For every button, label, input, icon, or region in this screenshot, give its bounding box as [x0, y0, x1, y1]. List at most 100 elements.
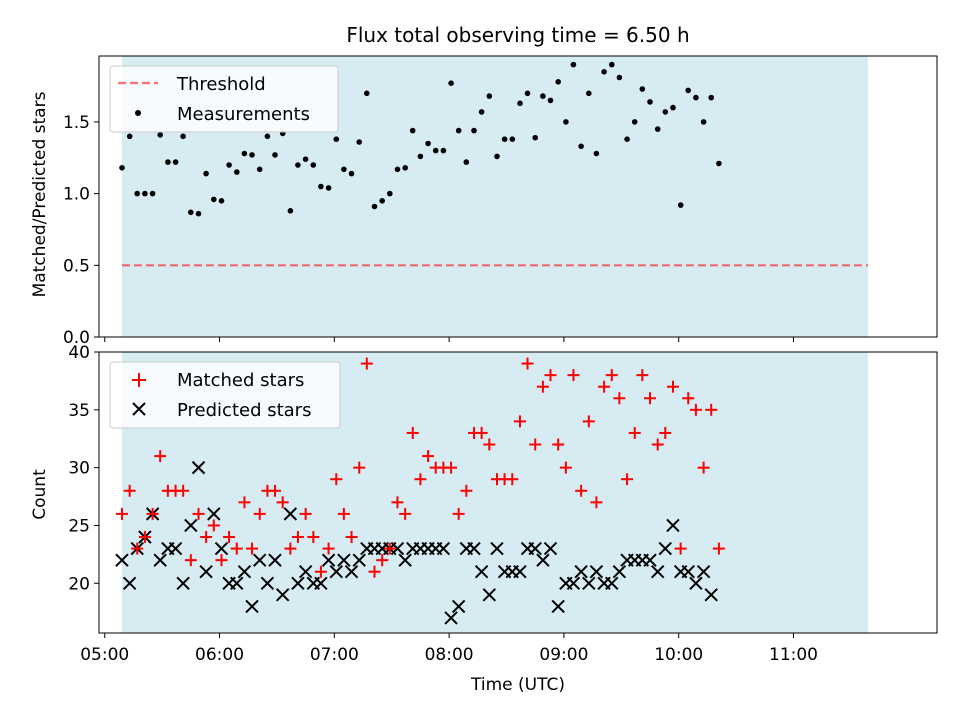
ratio-legend: Threshold Measurements: [109, 65, 339, 133]
matched-star-marker: [544, 369, 557, 382]
predicted-star-marker: [245, 599, 259, 614]
time-x-tick-label: 07:00: [310, 645, 359, 665]
measurement-point: [348, 170, 355, 177]
measurement-point: [586, 90, 592, 97]
measurements-legend-label: Measurements: [177, 104, 310, 125]
figure-title: Flux total observing time = 6.50 h: [346, 23, 689, 47]
matched-star-marker: [322, 542, 335, 555]
predicted-star-marker: [543, 541, 558, 556]
predicted-star-marker: [566, 576, 581, 590]
measurement-point: [402, 165, 409, 171]
matched-star-marker: [146, 507, 159, 520]
count-y-tick-label: 25: [68, 516, 90, 536]
predicted-star-marker: [176, 576, 190, 590]
measurement-point: [241, 150, 248, 157]
matched-star-markers: [115, 357, 725, 578]
measurement-point: [126, 133, 133, 140]
matched-star-marker: [666, 380, 679, 393]
measurement-point: [631, 119, 638, 125]
matched-star-marker: [475, 426, 488, 439]
measurement-point: [249, 152, 255, 158]
predicted-star-markers: [115, 460, 718, 625]
matched-star-marker: [552, 438, 565, 451]
measurement-point: [364, 90, 370, 97]
matched-star-marker: [391, 496, 404, 509]
measurement-point: [211, 196, 217, 203]
measurement-point: [234, 169, 240, 175]
measurement-point: [180, 133, 186, 140]
time-x-tick-label: 11:00: [769, 645, 818, 665]
measurement-point: [639, 86, 646, 92]
measurement-point: [693, 94, 699, 101]
matched-star-marker: [422, 450, 435, 463]
threshold-legend-label: Threshold: [176, 74, 266, 95]
measurement-point: [325, 185, 332, 191]
measurement-point: [486, 93, 493, 99]
measurement-point: [287, 208, 294, 214]
measurement-point: [654, 126, 661, 132]
measurement-point: [302, 156, 309, 162]
ratio-y-label: Matched/Predicted stars: [30, 91, 50, 297]
measurement-point: [494, 153, 500, 160]
matched-star-marker: [674, 542, 687, 555]
predicted-star-marker: [444, 611, 458, 625]
predicted-star-marker: [275, 588, 290, 602]
count-y-tick-label: 30: [68, 459, 90, 479]
measurement-point: [203, 170, 209, 177]
predicted-star-marker: [643, 553, 657, 567]
ratio-plot-frame: [98, 55, 938, 338]
measurement-point: [670, 104, 676, 111]
measurement-point: [440, 147, 447, 154]
predicted-star-marker: [298, 565, 313, 579]
matched-star-marker: [337, 507, 350, 520]
predicted-star-marker: [314, 576, 328, 590]
matched-star-marker: [200, 531, 213, 544]
measurement-point: [195, 210, 202, 217]
measurement-point: [601, 69, 607, 75]
predicted-star-marker: [696, 565, 711, 579]
count-legend-box: [109, 361, 341, 429]
predicted-star-marker: [474, 565, 489, 579]
matched-star-marker: [230, 542, 243, 555]
matched-star-marker: [138, 531, 151, 544]
matched-star-marker: [689, 403, 702, 416]
measurement-point: [341, 166, 347, 173]
matched-star-marker: [360, 357, 373, 370]
count-y-tick-label: 40: [68, 343, 90, 363]
ratio-legend-box: [109, 65, 339, 133]
predicted-star-marker: [283, 507, 298, 521]
measurement-point: [264, 133, 271, 140]
predicted-star-marker: [536, 553, 550, 567]
measurement-point: [524, 90, 531, 97]
time-x-tick-label: 10:00: [654, 645, 703, 665]
matched-star-marker: [253, 507, 266, 520]
predicted-star-marker: [230, 576, 244, 590]
measurement-point: [425, 140, 431, 147]
measurement-point: [333, 136, 340, 142]
matched-star-marker: [383, 542, 396, 555]
count-y-tick-label: 35: [68, 401, 90, 421]
predicted-legend-label: Predicted stars: [177, 400, 311, 421]
matched-star-marker: [513, 415, 526, 428]
predicted-star-marker: [551, 599, 565, 614]
measurement-point: [716, 160, 722, 167]
predicted-star-marker: [436, 541, 451, 556]
predicted-star-marker: [490, 541, 504, 556]
matched-star-marker: [276, 496, 289, 509]
matched-star-marker: [368, 565, 381, 578]
predicted-star-marker: [582, 576, 596, 590]
matched-star-marker: [307, 531, 320, 544]
measurement-point: [609, 61, 615, 68]
measurement-point: [463, 159, 470, 165]
matched-star-marker: [353, 461, 366, 474]
predicted-star-marker: [268, 553, 282, 567]
predicted-star-marker: [681, 565, 695, 579]
time-x-label: Time (UTC): [470, 675, 565, 695]
matched-star-marker: [330, 473, 343, 486]
ratio-x-ticks: [104, 337, 795, 342]
measurement-point: [478, 109, 485, 115]
matched-star-marker: [460, 484, 473, 497]
matched-star-marker: [184, 554, 197, 567]
predicted-star-marker: [168, 541, 183, 556]
predicted-star-marker: [482, 588, 497, 602]
